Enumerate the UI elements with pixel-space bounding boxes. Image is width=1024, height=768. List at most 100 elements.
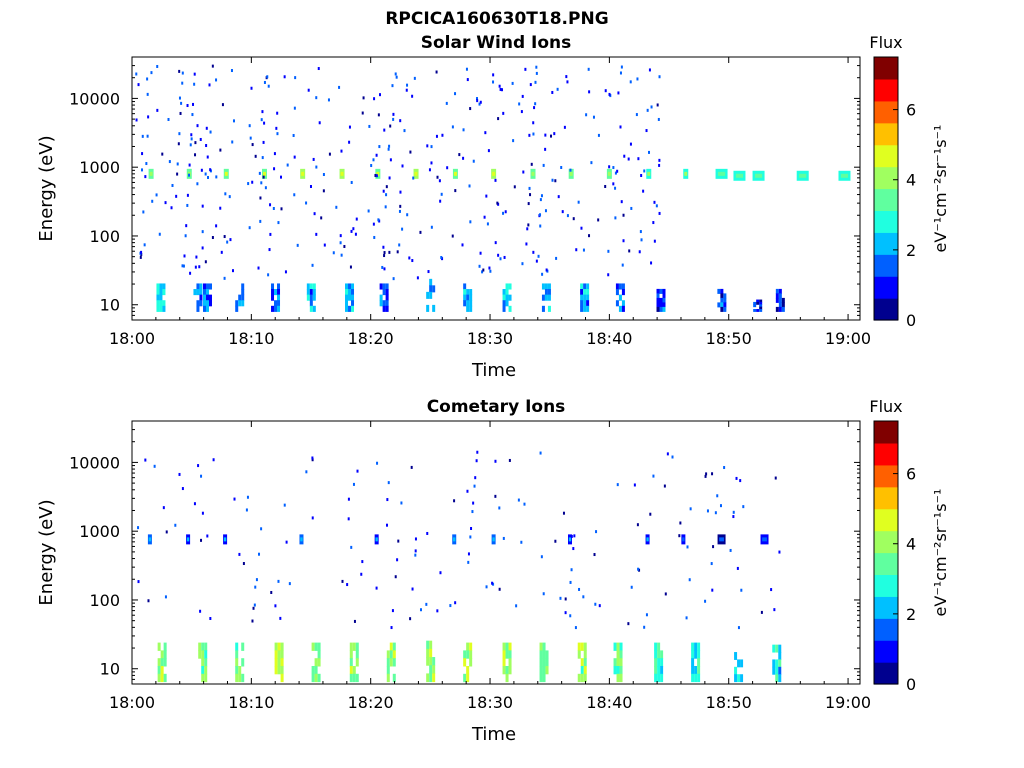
colorbar-swatch: [874, 140, 898, 146]
heatmap-cell: [539, 650, 543, 659]
colorbar-swatch: [874, 653, 898, 659]
heatmap-cell: [293, 155, 296, 159]
heatmap-cell: [580, 673, 584, 683]
colorbar-swatch: [874, 232, 898, 238]
heatmap-cell: [162, 289, 166, 296]
heatmap-cell: [354, 232, 357, 236]
heatmap-cell: [198, 650, 202, 659]
heatmap-cell: [241, 294, 245, 301]
heatmap-cell: [349, 666, 353, 675]
heatmap-cell: [202, 283, 206, 290]
heatmap-cell: [322, 173, 325, 177]
heatmap-cell: [630, 206, 633, 210]
heatmap-cell: [659, 302, 663, 308]
heatmap-cell: [253, 603, 256, 607]
heatmap-cell: [655, 204, 658, 208]
heatmap-cell: [263, 80, 266, 84]
heatmap-cell: [382, 300, 386, 307]
heatmap-cell: [425, 602, 428, 606]
heatmap-cell: [384, 205, 387, 209]
heatmap-cell: [586, 289, 590, 296]
heatmap-cell: [385, 300, 389, 307]
heatmap-cell: [348, 140, 351, 144]
heatmap-cell: [392, 277, 395, 281]
heatmap-cell: [432, 673, 436, 683]
heatmap-cell: [470, 526, 473, 530]
heatmap-cell: [309, 283, 313, 290]
heatmap-cell: [159, 305, 163, 312]
heatmap-cell: [636, 523, 639, 527]
heatmap-cell: [494, 241, 497, 245]
heatmap-cell: [467, 560, 470, 564]
colorbar-swatch: [874, 596, 898, 602]
colorbar-title: Flux: [869, 33, 902, 52]
heatmap-cell: [714, 511, 717, 515]
heatmap-cell: [734, 666, 738, 675]
heatmap-cell: [527, 223, 530, 227]
heatmap-cell: [535, 259, 538, 263]
heatmap-cell: [469, 535, 472, 539]
heatmap-cell: [335, 205, 338, 209]
heatmap-cell: [775, 666, 779, 675]
heatmap-cell: [616, 673, 620, 683]
heatmap-cell: [403, 129, 406, 133]
heatmap-cell: [145, 162, 148, 166]
heatmap-cell: [621, 263, 624, 267]
heatmap-cell: [446, 166, 449, 170]
heatmap-cell: [313, 212, 316, 216]
colorbar-swatch: [874, 491, 898, 497]
heatmap-cell: [441, 133, 444, 137]
heatmap-cell: [629, 142, 632, 146]
heatmap-cell: [238, 673, 242, 683]
heatmap-cell: [235, 642, 239, 651]
heatmap-cell: [572, 547, 575, 551]
heatmap-cell: [778, 644, 782, 653]
heatmap-cell: [349, 642, 353, 651]
heatmap-cell: [419, 230, 422, 234]
heatmap-cell: [202, 294, 206, 301]
colorbar-swatch: [874, 517, 898, 523]
heatmap-cell: [392, 112, 395, 116]
heatmap-cell: [196, 283, 200, 290]
heatmap-cell: [638, 250, 641, 254]
heatmap-cell: [362, 96, 365, 100]
heatmap-cell: [732, 515, 735, 519]
heatmap-cell: [494, 494, 497, 498]
heatmap-cell: [162, 506, 165, 510]
heatmap-cell: [139, 255, 142, 259]
heatmap-cell: [662, 293, 666, 299]
heatmap-cell: [637, 157, 640, 161]
heatmap-cell: [562, 511, 565, 515]
heatmap-cell: [462, 156, 465, 160]
heatmap-cell: [657, 673, 661, 683]
heatmap-cell: [224, 192, 227, 196]
heatmap-cell: [505, 283, 509, 290]
heatmap-cell: [352, 666, 356, 675]
heatmap-cell: [479, 251, 482, 255]
heatmap-cell: [492, 171, 496, 176]
heatmap-cell: [205, 126, 208, 130]
heatmap-cell: [242, 562, 245, 566]
heatmap-cell: [199, 289, 203, 296]
heatmap-cell: [483, 215, 486, 219]
heatmap-cell: [621, 283, 625, 290]
heatmap-cell: [686, 545, 689, 549]
heatmap-cell: [566, 80, 569, 84]
colorbar-swatch: [874, 131, 898, 137]
heatmap-cell: [577, 642, 581, 651]
heatmap-cell: [537, 254, 540, 258]
heatmap-cell: [620, 65, 623, 69]
heatmap-cell: [238, 666, 242, 675]
heatmap-cell: [554, 179, 557, 183]
colorbar-swatch: [874, 451, 898, 457]
heatmap-cell: [569, 168, 572, 172]
heatmap-cell: [529, 193, 532, 197]
colorbar-frame: [873, 420, 899, 685]
heatmap-cell: [521, 262, 524, 266]
heatmap-cell: [694, 650, 698, 659]
heatmap-cell: [775, 674, 779, 683]
heatmap-cell: [508, 458, 511, 462]
heatmap-cell: [756, 301, 760, 305]
heatmap-cell: [594, 602, 597, 606]
heatmap-cell: [375, 586, 378, 590]
